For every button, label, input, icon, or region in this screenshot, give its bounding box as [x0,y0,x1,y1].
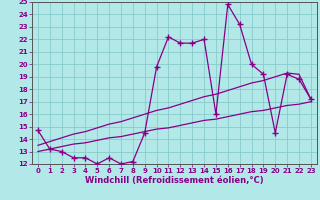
X-axis label: Windchill (Refroidissement éolien,°C): Windchill (Refroidissement éolien,°C) [85,176,264,185]
